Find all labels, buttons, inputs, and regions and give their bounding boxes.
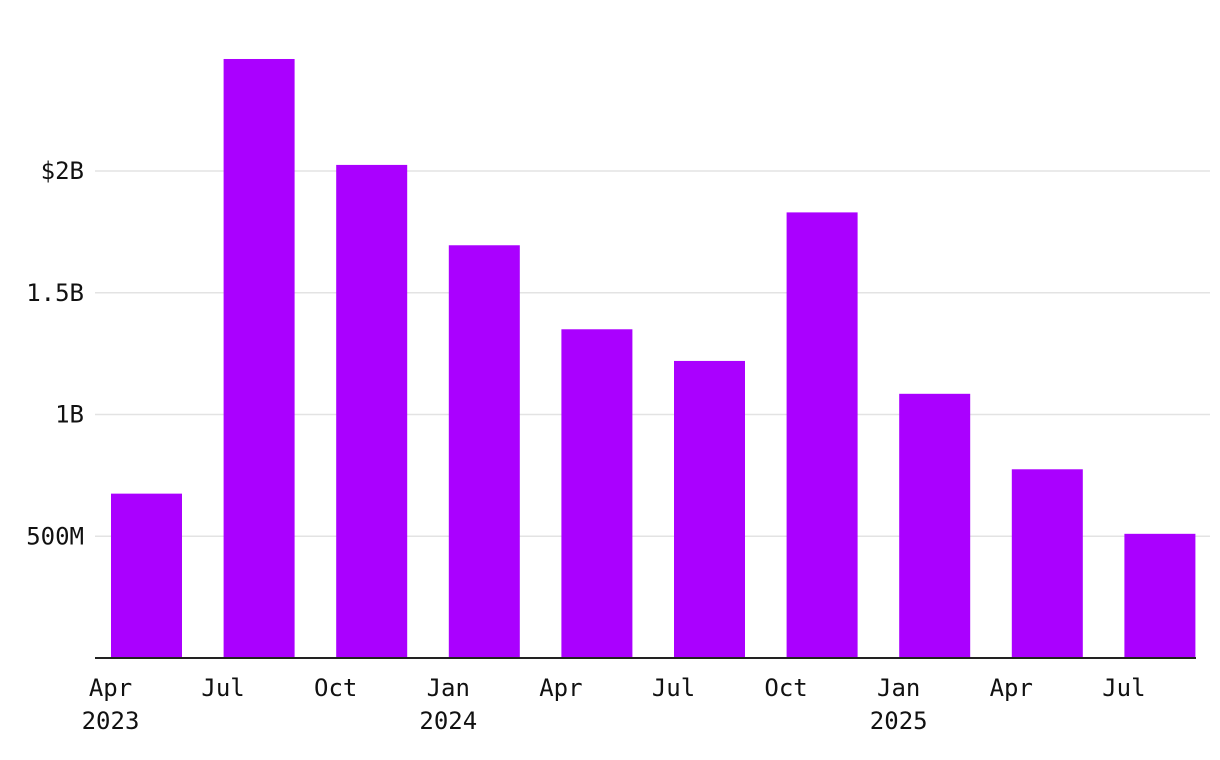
x-tick-label-month: Jan <box>877 674 920 702</box>
bars <box>111 58 1196 659</box>
bar <box>111 493 182 658</box>
y-axis-tick-labels: 500M 1B 1.5B $2B <box>26 157 84 550</box>
x-tick-label-month: Jul <box>201 674 244 702</box>
x-tick-label-month: Jul <box>652 674 695 702</box>
y-tick-label: 500M <box>26 522 84 550</box>
bar <box>223 58 295 659</box>
bar <box>561 329 633 658</box>
x-tick-label-year: 2025 <box>870 707 928 735</box>
bar <box>1011 469 1083 658</box>
bar <box>899 393 971 658</box>
x-tick-label-month: Apr <box>990 674 1033 702</box>
x-axis-tick-labels: Apr 2023 Jul Oct Jan 2024 Apr Jul Oct Jan 2025 Apr J… <box>82 674 1146 735</box>
x-tick-label-year: 2023 <box>82 707 140 735</box>
bar <box>448 245 520 658</box>
x-tick-label-month: Oct <box>764 674 807 702</box>
y-tick-label: 1B <box>55 401 84 429</box>
x-tick-label-month: Jan <box>427 674 470 702</box>
x-tick-label-month: Oct <box>314 674 357 702</box>
x-tick-label-year: 2024 <box>419 707 477 735</box>
bar <box>1124 533 1196 658</box>
bar <box>786 212 858 658</box>
x-tick-label-month: Apr <box>89 674 132 702</box>
x-tick-label-month: Jul <box>1102 674 1145 702</box>
bar <box>336 164 408 658</box>
y-tick-label: $2B <box>41 157 84 185</box>
y-tick-label: 1.5B <box>26 279 84 307</box>
bar <box>674 360 745 658</box>
x-tick-label-month: Apr <box>539 674 582 702</box>
